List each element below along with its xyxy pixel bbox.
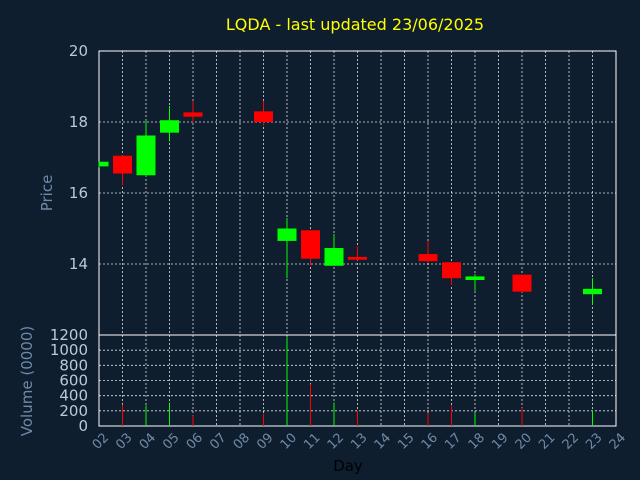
volume-tick-label: 400 xyxy=(59,387,88,405)
candle xyxy=(254,100,273,126)
x-tick-label: 23 xyxy=(583,430,605,452)
x-tick-label: 09 xyxy=(254,430,276,452)
candle-body xyxy=(277,228,297,241)
volume-tick-label: 600 xyxy=(59,372,88,390)
candle xyxy=(324,233,344,266)
x-tick-label: 04 xyxy=(137,430,159,452)
candle xyxy=(442,262,461,286)
candle xyxy=(113,154,132,186)
candle-body xyxy=(99,161,109,167)
chart-title: LQDA - last updated 23/06/2025 xyxy=(226,15,484,34)
candle-body xyxy=(324,248,344,266)
candle xyxy=(465,273,485,291)
candle xyxy=(98,161,109,168)
volume-tick-label: 1000 xyxy=(50,341,88,359)
volume-tick-label: 1200 xyxy=(50,326,88,344)
volume-tick-label: 200 xyxy=(59,402,88,420)
price-axis-label: Price xyxy=(38,175,56,212)
x-tick-label: 21 xyxy=(536,430,558,452)
volume-tick-label: 0 xyxy=(78,417,88,435)
candle xyxy=(583,278,602,305)
x-tick-label: 13 xyxy=(348,430,370,452)
x-tick-label: 02 xyxy=(90,430,112,452)
candle-body xyxy=(442,262,461,279)
x-tick-label: 05 xyxy=(160,430,182,452)
x-tick-label: 08 xyxy=(231,430,253,452)
x-tick-label: 06 xyxy=(184,430,206,452)
candle-body xyxy=(348,256,367,260)
candle-body xyxy=(465,276,485,280)
candle xyxy=(160,106,179,142)
candle-body xyxy=(113,155,132,174)
price-y-ticks: 14 16 18 20 xyxy=(69,42,88,273)
x-tick-label: 12 xyxy=(325,430,347,452)
candle-body xyxy=(183,112,203,117)
x-tick-label: 19 xyxy=(489,430,511,452)
candle xyxy=(183,100,203,122)
candle-body xyxy=(512,274,532,292)
volume-axis-label: Volume (0000) xyxy=(18,326,36,436)
candle xyxy=(418,240,438,263)
x-tick-label: 24 xyxy=(607,430,629,452)
price-grid xyxy=(99,51,616,335)
x-tick-label: 20 xyxy=(513,430,535,452)
x-tick-label: 10 xyxy=(278,430,300,452)
volume-tick-label: 800 xyxy=(59,356,88,374)
x-tick-label: 07 xyxy=(207,430,229,452)
candle-body xyxy=(583,288,602,295)
x-tick-label: 03 xyxy=(113,430,135,452)
price-tick-label: 16 xyxy=(69,184,88,202)
x-tick-label: 14 xyxy=(372,430,394,452)
candle-body xyxy=(160,120,179,133)
x-tick-label: 11 xyxy=(301,430,323,452)
candle-body xyxy=(254,111,273,122)
price-tick-label: 14 xyxy=(69,255,88,273)
candle xyxy=(277,217,297,279)
x-tick-label: 17 xyxy=(442,430,464,452)
price-tick-label: 18 xyxy=(69,113,88,131)
candle xyxy=(512,274,532,293)
volume-bars xyxy=(122,337,593,426)
candle xyxy=(301,230,320,266)
candle xyxy=(348,246,367,261)
candle xyxy=(136,120,156,178)
price-tick-label: 20 xyxy=(69,42,88,60)
candle-body xyxy=(136,135,156,176)
x-tick-label: 22 xyxy=(560,430,582,452)
candle-body xyxy=(301,230,320,259)
candles xyxy=(98,100,602,305)
candle-body xyxy=(418,254,438,262)
x-ticks: 02 03 04 05 06 07 08 09 10 11 12 13 14 15 16 17 18 19 20 21… xyxy=(90,430,629,452)
x-tick-label: 15 xyxy=(395,430,417,452)
x-tick-label: 16 xyxy=(419,430,441,452)
x-axis-label: Day xyxy=(333,457,363,475)
x-tick-label: 18 xyxy=(466,430,488,452)
